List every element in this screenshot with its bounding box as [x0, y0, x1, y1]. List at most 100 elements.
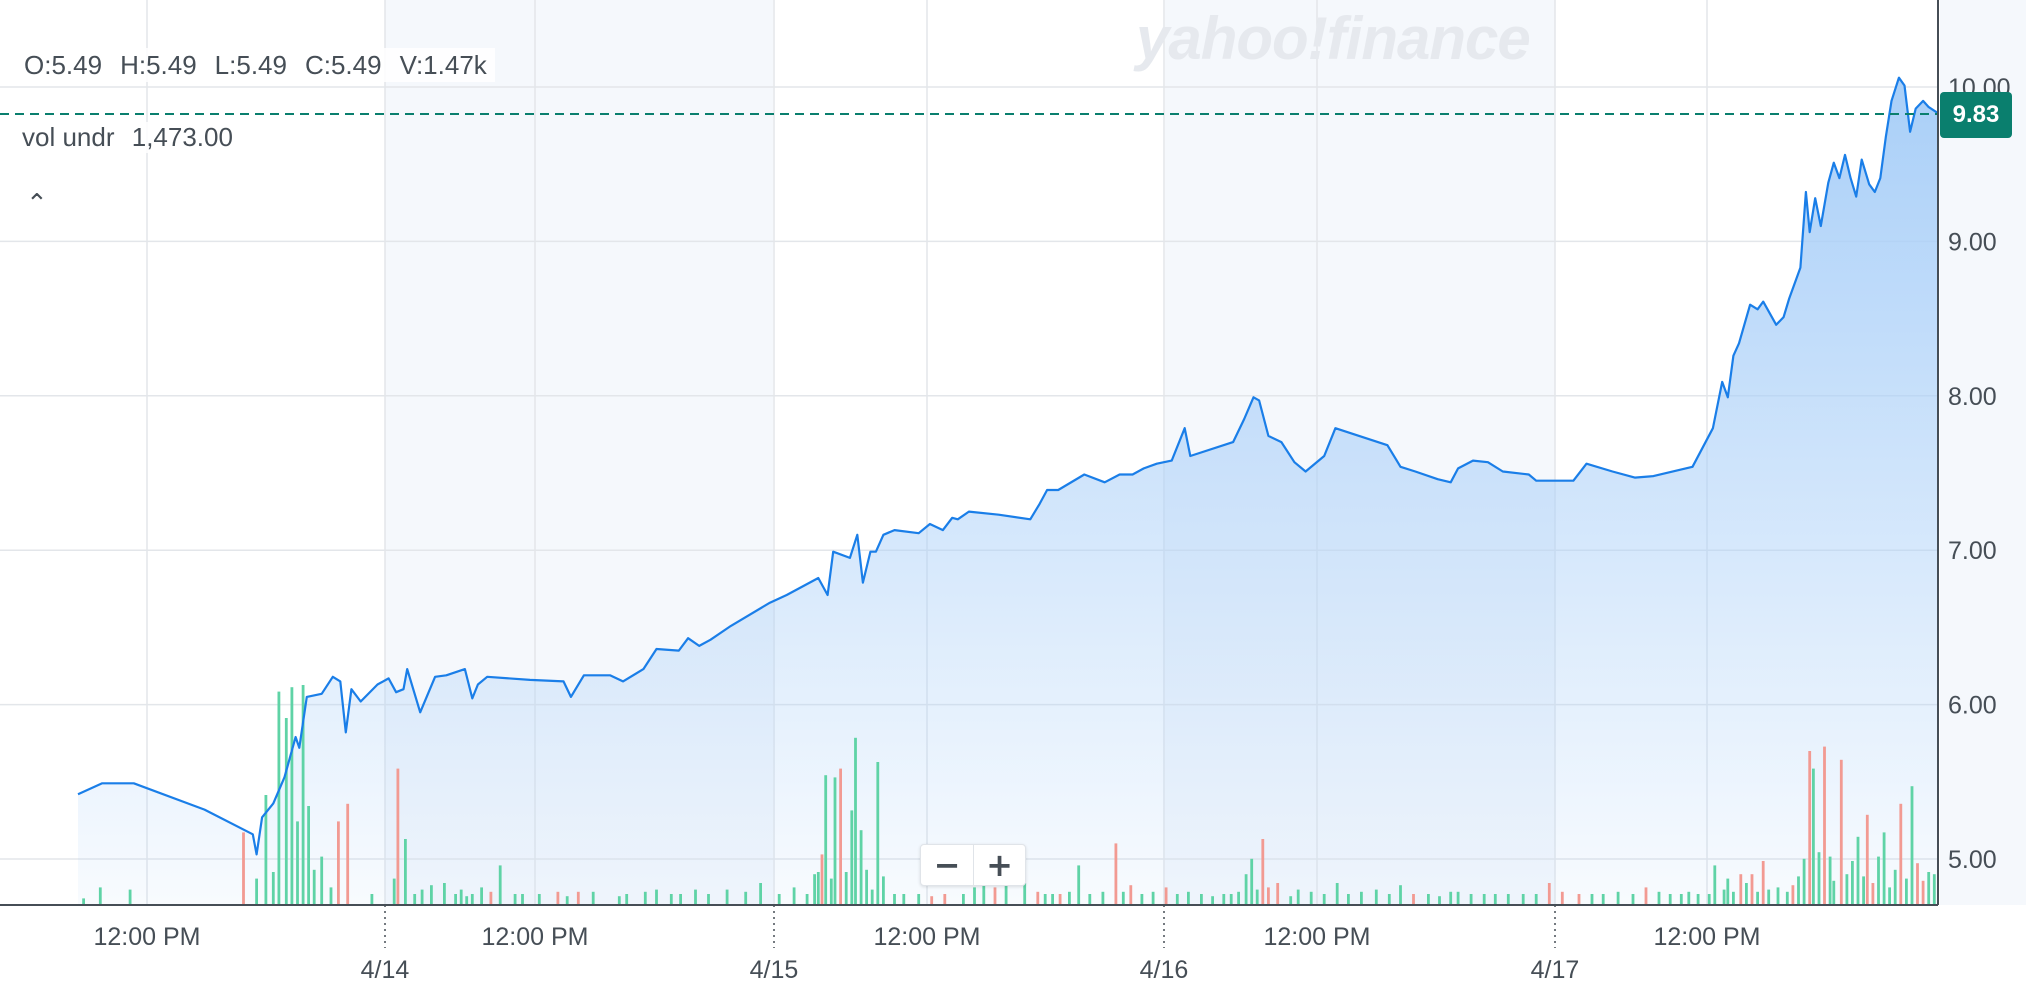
volume-bar-121: [1456, 891, 1460, 905]
high-value: H:5.49: [120, 49, 197, 80]
volume-bar-117: [1412, 894, 1415, 905]
volume-bar-43: [655, 889, 658, 905]
low-value: L:5.49: [214, 49, 287, 80]
volume-bar-61: [844, 872, 848, 905]
volume-bar-41: [625, 894, 629, 905]
volume-bar-49: [744, 891, 748, 905]
volume-bar-116: [1399, 885, 1402, 905]
volume-bar-20: [396, 768, 400, 905]
volume-bar-160: [1823, 746, 1826, 905]
volume-bar-126: [1521, 894, 1525, 905]
y-tick-label-1: 6.00: [1948, 692, 1997, 720]
volume-bar-153: [1785, 891, 1789, 905]
volume-bar-35: [537, 894, 541, 905]
volume-bar-66: [870, 889, 874, 905]
volume-bar-106: [1276, 883, 1280, 905]
volume-bar-89: [1121, 891, 1125, 905]
volume-bar-127: [1534, 894, 1538, 905]
volume-bar-62: [850, 810, 854, 905]
volume-bar-166: [1856, 836, 1860, 905]
volume-bar-136: [1657, 891, 1661, 905]
volume-bar-103: [1255, 889, 1259, 905]
volume-bar-48: [725, 889, 729, 905]
volume-bar-180: [1932, 874, 1936, 905]
close-value: C:5.49: [304, 49, 382, 80]
volume-bar-82: [1051, 894, 1054, 905]
volume-bar-67: [876, 762, 880, 905]
volume-bar-157: [1808, 751, 1812, 905]
zoom-controls: − +: [920, 844, 1026, 886]
volume-bar-162: [1832, 880, 1836, 905]
zoom-out-button[interactable]: −: [921, 845, 973, 885]
volume-bar-135: [1644, 887, 1648, 905]
open-value: O:5.49: [24, 49, 103, 80]
volume-bar-76: [982, 869, 986, 905]
volume-bar-15: [329, 887, 333, 905]
current-price-badge: 9.83: [1940, 92, 2012, 138]
volume-bar-64: [859, 830, 863, 905]
x-tick-label-7: 4/17: [1531, 956, 1580, 984]
volume-bar-59: [833, 777, 837, 905]
volume-bar-110: [1322, 894, 1326, 905]
volume-bar-31: [489, 891, 493, 905]
volume-bar-3: [242, 832, 245, 905]
volume-bar-97: [1211, 896, 1214, 905]
volume-bar-46: [694, 889, 697, 905]
volume-bar-21: [404, 839, 407, 905]
volume-bar-151: [1767, 889, 1771, 905]
volume-bar-9: [290, 687, 294, 905]
volume-bar-2: [128, 889, 132, 905]
volume-bar-47: [707, 894, 710, 905]
volume-bar-155: [1797, 876, 1800, 905]
y-tick-label-3: 8.00: [1948, 383, 1997, 411]
collapse-chevron-up-icon[interactable]: ⌃: [26, 188, 48, 218]
x-tick-label-6: 12:00 PM: [1263, 923, 1370, 951]
volume-bar-77: [993, 887, 997, 905]
volume-bar-32: [498, 865, 502, 905]
volume-bar-104: [1261, 839, 1265, 905]
volume-bar-128: [1547, 883, 1551, 905]
volume-indicator-legend: vol undr 1,473.00: [16, 122, 239, 153]
volume-bar-36: [556, 891, 560, 905]
volume-bar-122: [1469, 894, 1473, 905]
x-tick-label-5: 4/16: [1140, 956, 1189, 984]
volume-bar-12: [307, 806, 310, 905]
volume-bar-178: [1921, 880, 1925, 905]
volume-bar-158: [1812, 768, 1815, 905]
volume-bar-167: [1862, 876, 1865, 905]
volume-bar-71: [917, 894, 921, 905]
volume-bar-26: [454, 894, 457, 905]
volume-bar-4: [255, 878, 258, 905]
volume-indicator-value: 1,473.00: [131, 122, 233, 152]
volume-bar-99: [1229, 894, 1233, 905]
volume-indicator-label: vol undr: [22, 122, 115, 152]
volume-bar-173: [1893, 869, 1897, 905]
volume-bar-165: [1851, 861, 1854, 905]
volume-value: V:1.47k: [399, 49, 487, 80]
volume-bar-138: [1679, 894, 1683, 905]
volume-bar-145: [1732, 891, 1735, 905]
volume-bar-119: [1438, 896, 1441, 905]
x-tick-label-0: 12:00 PM: [93, 923, 200, 951]
volume-bar-55: [816, 872, 820, 905]
y-tick-label-2: 7.00: [1948, 537, 1997, 565]
volume-bar-10: [296, 821, 299, 905]
volume-bar-74: [962, 894, 965, 905]
volume-bar-50: [759, 883, 762, 905]
volume-bar-94: [1175, 894, 1179, 905]
volume-bar-96: [1200, 894, 1203, 905]
volume-bar-100: [1237, 891, 1240, 905]
volume-bar-33: [513, 894, 517, 905]
price-area-fill: [78, 77, 1938, 905]
volume-bar-30: [480, 887, 483, 905]
volume-bar-161: [1828, 856, 1832, 905]
volume-bar-1: [98, 887, 102, 905]
volume-bar-120: [1449, 891, 1453, 905]
volume-bar-140: [1696, 894, 1700, 905]
zoom-in-button[interactable]: +: [973, 845, 1025, 885]
volume-bar-148: [1750, 874, 1754, 905]
volume-bar-91: [1140, 894, 1144, 905]
volume-bar-149: [1756, 891, 1759, 905]
volume-bar-131: [1590, 894, 1594, 905]
